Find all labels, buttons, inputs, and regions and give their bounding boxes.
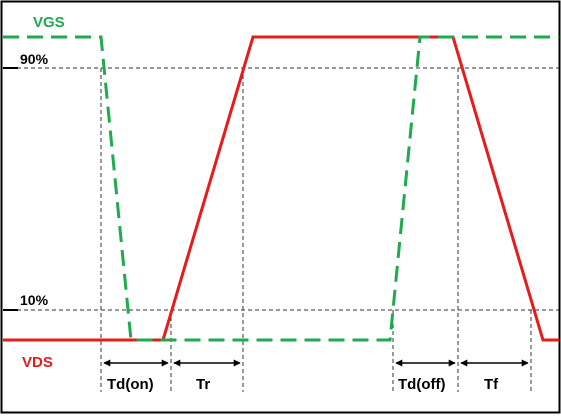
level-10-label: 10%	[20, 292, 49, 308]
vgs-waveform	[3, 35, 559, 342]
tr-label: Tr	[196, 376, 210, 393]
vds-waveform	[3, 35, 559, 342]
td-on-label: Td(on)	[107, 376, 154, 393]
tf-label: Tf	[484, 376, 499, 393]
td-off-label: Td(off)	[398, 376, 445, 393]
level-90-label: 90%	[20, 51, 49, 67]
vds-label: VDS	[22, 354, 53, 371]
vgs-label: VGS	[33, 14, 65, 31]
